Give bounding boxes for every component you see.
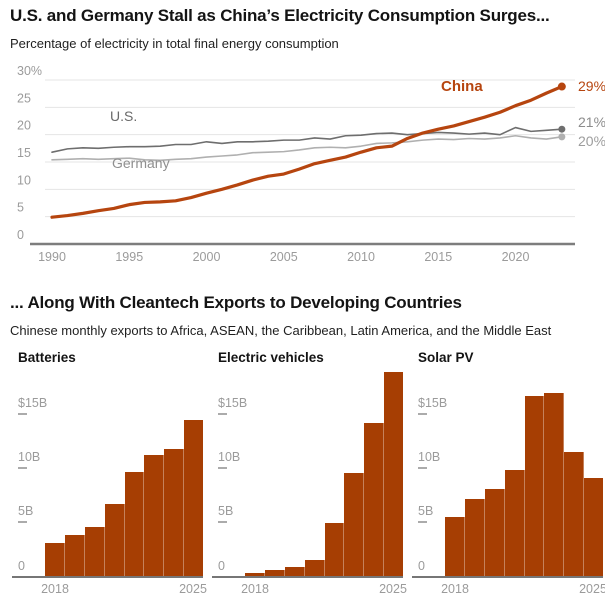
bar-2021 (104, 504, 125, 576)
electricity-chart-title: U.S. and Germany Stall as China’s Electr… (10, 6, 550, 25)
y-tick-label: 0 (18, 559, 25, 573)
x-tick-label: 2025 (379, 582, 407, 596)
bar-2020 (484, 489, 505, 576)
y-tick-label: 10B (418, 450, 441, 464)
end-value-label-us: 21% (578, 114, 605, 130)
end-value-label-china: 29% (578, 78, 605, 94)
bars-group (45, 364, 203, 576)
bar-2023 (544, 393, 565, 576)
bars-group (245, 364, 403, 576)
y-tick-label: 15 (17, 146, 31, 160)
y-tick-label: $15B (218, 396, 248, 410)
y-tick-mark (418, 413, 427, 415)
y-tick-label: 5B (18, 504, 34, 518)
x-tick-label: 2025 (179, 582, 207, 596)
bar-chart-title-batteries: Batteries (18, 350, 76, 365)
y-tick-mark (218, 413, 227, 415)
x-tick-label: 2020 (502, 250, 530, 264)
y-tick-mark (218, 467, 227, 469)
x-tick-label: 2010 (347, 250, 375, 264)
x-tick-label: 2018 (241, 582, 269, 596)
y-tick-mark (18, 413, 27, 415)
bar-2018 (445, 517, 465, 576)
x-tick-label: 1995 (115, 250, 143, 264)
bar-2021 (304, 560, 325, 576)
y-tick-label: 25 (17, 91, 31, 105)
bar-2024 (164, 449, 185, 576)
bar-2025 (584, 478, 603, 576)
bar-2022 (324, 523, 345, 576)
bar-2020 (84, 527, 105, 576)
y-tick-mark (18, 521, 27, 523)
electricity-chart-subtitle: Percentage of electricity in total final… (10, 36, 339, 51)
y-tick-label: 5B (218, 504, 234, 518)
bar-2018 (245, 573, 265, 576)
electricity-line-chart: 30% 25 20 15 10 5 0 1990 1995 2000 2005 2010 2015 202… (0, 58, 605, 288)
bar-2019 (64, 535, 85, 576)
bar-2022 (524, 396, 545, 576)
cleantech-section-subtitle: Chinese monthly exports to Africa, ASEAN… (10, 323, 552, 338)
end-value-label-germany: 20% (578, 133, 605, 149)
x-tick-label: 1990 (38, 250, 66, 264)
y-tick-label: 0 (218, 559, 225, 573)
y-tick-label: 20 (17, 119, 31, 133)
bar-chart-solar-pv: Solar PV $15B 10B 5B 0 2018 2025 (410, 345, 605, 611)
bar-chart-title-electric-vehicles: Electric vehicles (218, 350, 324, 365)
y-tick-label: 0 (418, 559, 425, 573)
bar-2023 (344, 473, 365, 576)
bar-2025 (384, 372, 403, 576)
bar-2020 (284, 567, 305, 576)
bar-chart-title-solar-pv: Solar PV (418, 350, 474, 365)
bar-2022 (124, 472, 145, 576)
y-tick-label: 0 (17, 228, 24, 242)
x-tick-label: 2025 (579, 582, 605, 596)
series-line-germany (51, 134, 563, 162)
bar-2021 (504, 470, 525, 576)
y-tick-label: 5 (17, 201, 24, 215)
end-dot-germany (558, 133, 566, 141)
x-tick-label: 2005 (270, 250, 298, 264)
bar-2024 (564, 452, 585, 576)
series-label-us: U.S. (110, 108, 138, 124)
bars-group (445, 364, 603, 576)
bar-chart-batteries: Batteries $15B 10B 5B 0 2018 2025 (10, 345, 207, 611)
series-line-china (50, 84, 564, 219)
bar-2019 (464, 499, 485, 576)
bar-2025 (184, 420, 203, 576)
x-tick-label: 2015 (424, 250, 452, 264)
x-tick-label: 2000 (193, 250, 221, 264)
end-dot-us (558, 125, 566, 133)
y-tick-mark (18, 467, 27, 469)
y-tick-label: 10B (218, 450, 241, 464)
y-tick-mark (418, 521, 427, 523)
x-axis-line (212, 576, 403, 578)
bar-2024 (364, 423, 385, 576)
bar-2018 (45, 543, 65, 576)
x-tick-label: 2018 (41, 582, 69, 596)
y-tick-label: 10 (17, 173, 31, 187)
y-tick-label: 30% (17, 64, 42, 78)
series-label-china: China (441, 78, 483, 95)
series-line-us (51, 126, 563, 153)
y-tick-label: 10B (18, 450, 41, 464)
y-tick-mark (418, 467, 427, 469)
series-label-germany: Germany (112, 155, 170, 171)
y-tick-label: $15B (18, 396, 48, 410)
y-tick-label: 5B (418, 504, 434, 518)
bar-2019 (264, 570, 285, 576)
x-axis-line (412, 576, 603, 578)
cleantech-section-title: ... Along With Cleantech Exports to Deve… (10, 293, 462, 312)
y-tick-label: $15B (418, 396, 448, 410)
end-dot-china (557, 82, 566, 91)
y-tick-mark (218, 521, 227, 523)
cleantech-bar-charts: Batteries $15B 10B 5B 0 2018 2025 Electric ve… (0, 345, 605, 611)
x-axis-line (12, 576, 203, 578)
bar-2023 (144, 455, 165, 576)
bar-chart-electric-vehicles: Electric vehicles $15B 10B 5B 0 2018 2025 (210, 345, 407, 611)
x-tick-label: 2018 (441, 582, 469, 596)
